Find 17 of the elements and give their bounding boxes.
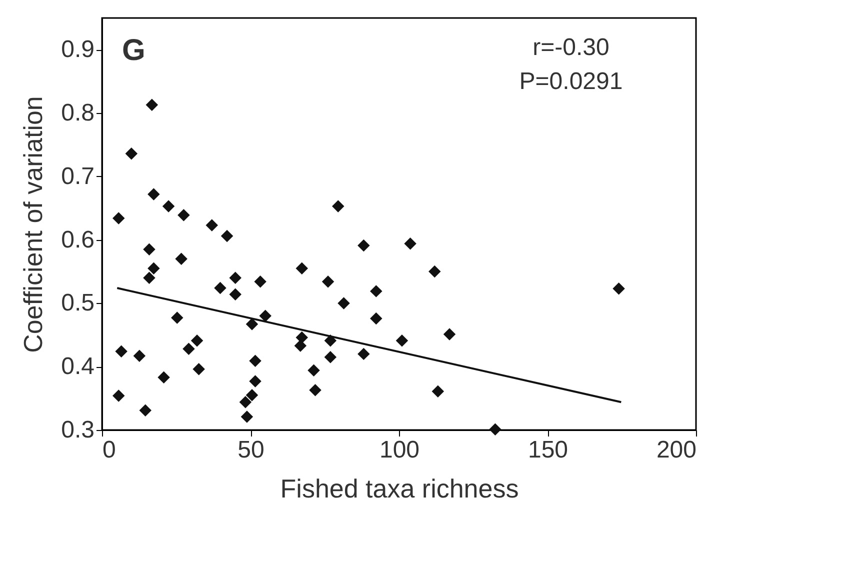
x-tick-label: 100 [379,436,420,464]
y-tick-label: 0.7 [61,162,94,190]
y-tick-label: 0.5 [61,290,94,317]
x-axis-title: Fished taxa richness [280,474,519,504]
x-tick-label: 50 [238,436,264,464]
y-tick-label: 0.4 [61,353,94,380]
y-tick-label: 0.3 [61,416,94,444]
y-axis-title: Coefficient of variation [18,96,48,353]
y-tick-label: 0.6 [61,226,94,254]
x-tick-label: 150 [528,436,568,464]
y-tick-label: 0.8 [61,100,94,127]
annotation: r=-0.30 [532,34,610,61]
y-tick-label: 0.9 [61,36,94,64]
annotation: P=0.0291 [519,68,623,95]
annotation: G [122,34,146,67]
x-tick-label: 200 [656,436,696,464]
x-tick-label: 0 [102,436,116,464]
